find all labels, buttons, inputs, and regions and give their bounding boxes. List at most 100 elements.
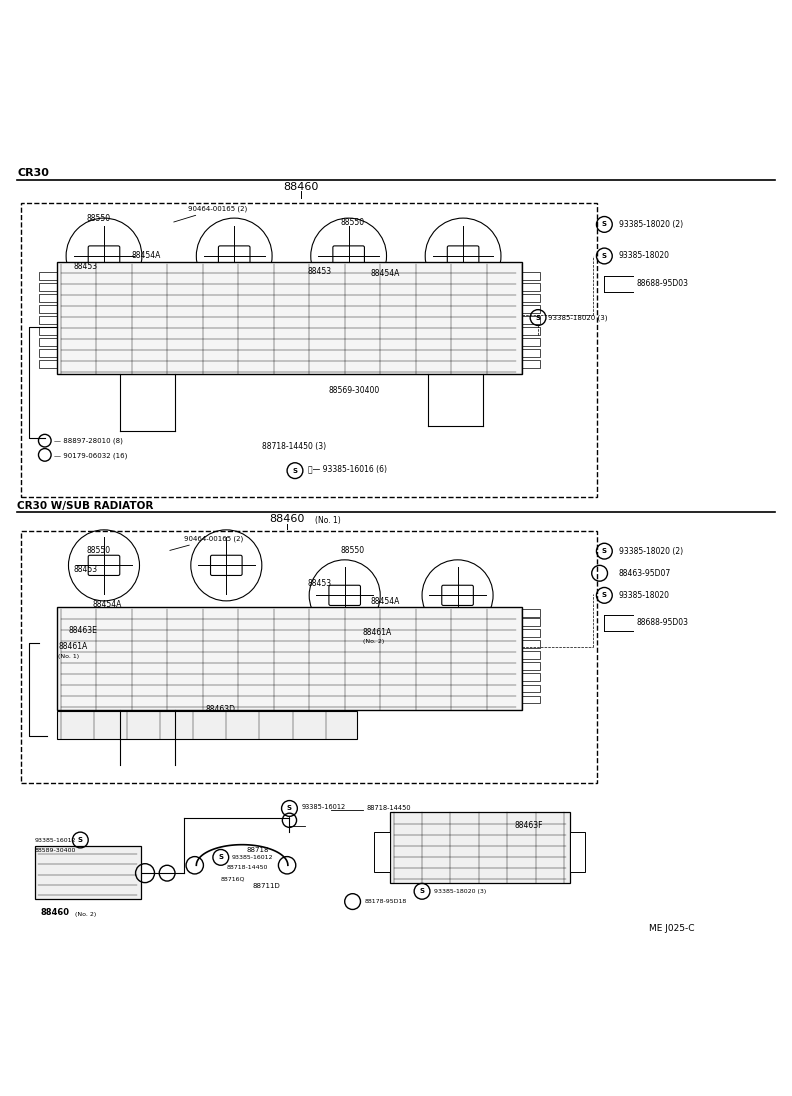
Text: 88550: 88550 (341, 546, 365, 555)
Bar (522, 305, 539, 312)
Text: (No. 2): (No. 2) (74, 912, 96, 916)
Bar (40, 350, 57, 357)
FancyBboxPatch shape (211, 556, 242, 575)
Bar (57, 262, 522, 375)
Text: 88454A: 88454A (92, 601, 121, 609)
Bar (522, 361, 539, 368)
FancyBboxPatch shape (329, 585, 360, 605)
Bar (522, 696, 539, 704)
Text: 93385-16012: 93385-16012 (301, 803, 345, 810)
Text: 93385-18020: 93385-18020 (619, 591, 669, 600)
FancyBboxPatch shape (442, 585, 474, 605)
Bar (40, 361, 57, 368)
Text: 88718-14450: 88718-14450 (366, 806, 410, 811)
Text: (No. 1): (No. 1) (59, 653, 79, 659)
Text: 88463F: 88463F (514, 821, 543, 831)
Text: 88550: 88550 (86, 214, 111, 222)
Bar (522, 629, 539, 637)
Bar (522, 662, 539, 671)
FancyBboxPatch shape (88, 556, 120, 575)
Bar (21, 203, 597, 496)
Text: 88178-95D18: 88178-95D18 (364, 899, 406, 904)
Circle shape (229, 250, 240, 262)
Text: 88461A: 88461A (59, 642, 87, 651)
Circle shape (452, 590, 463, 601)
Text: 88454A: 88454A (371, 269, 400, 278)
Text: S: S (292, 468, 298, 473)
Circle shape (340, 590, 350, 601)
Bar (522, 673, 539, 682)
Text: 88716Q: 88716Q (221, 877, 246, 882)
Bar (522, 608, 539, 617)
Text: 88454A: 88454A (131, 251, 161, 261)
Text: 93385-18020 (3): 93385-18020 (3) (547, 315, 607, 321)
Text: 88454A: 88454A (371, 597, 400, 606)
Bar (522, 618, 539, 626)
Text: 93385-16012: 93385-16012 (232, 855, 273, 860)
Bar (522, 283, 539, 290)
Text: S: S (602, 592, 607, 598)
Text: 88463-95D07: 88463-95D07 (619, 569, 671, 578)
Text: S: S (420, 889, 425, 894)
Bar (40, 305, 57, 312)
Text: CR30 W/SUB RADIATOR: CR30 W/SUB RADIATOR (17, 501, 154, 511)
Text: 93385-18020 (2): 93385-18020 (2) (619, 220, 683, 229)
Text: 93385-18020: 93385-18020 (619, 251, 669, 261)
Bar (522, 327, 539, 335)
Bar (35, 845, 141, 899)
Text: S: S (535, 315, 541, 320)
Bar (374, 832, 390, 871)
Text: 88460: 88460 (284, 182, 319, 192)
Circle shape (221, 560, 231, 571)
FancyBboxPatch shape (219, 246, 250, 266)
Text: — 88897-28010 (8): — 88897-28010 (8) (55, 437, 123, 444)
Text: S: S (78, 837, 83, 843)
Text: 88569-30400: 88569-30400 (329, 386, 380, 395)
Text: 88550: 88550 (341, 218, 365, 227)
Text: — 90179-06032 (16): — 90179-06032 (16) (55, 453, 128, 459)
Text: (No. 2): (No. 2) (363, 639, 384, 644)
Bar (522, 294, 539, 301)
Text: 88453: 88453 (74, 262, 98, 271)
Bar (390, 812, 569, 883)
FancyBboxPatch shape (88, 246, 120, 266)
Text: 88688-95D03: 88688-95D03 (637, 618, 689, 628)
Bar (522, 685, 539, 693)
Bar (569, 832, 585, 871)
Text: ME J025-C: ME J025-C (649, 924, 694, 933)
Text: S: S (602, 548, 607, 555)
Text: 88453: 88453 (307, 267, 332, 276)
Text: 93385-16012: 93385-16012 (35, 837, 76, 843)
Bar (40, 283, 57, 290)
Text: S: S (219, 855, 223, 860)
Text: 88688-95D03: 88688-95D03 (637, 279, 689, 288)
Bar (21, 530, 597, 784)
Text: 88711D: 88711D (253, 882, 280, 889)
Text: 90464-00165 (2): 90464-00165 (2) (169, 535, 244, 550)
Bar (40, 327, 57, 335)
Text: 88453: 88453 (307, 579, 332, 589)
Circle shape (98, 250, 109, 262)
Text: 88589-30400: 88589-30400 (35, 848, 76, 853)
Bar (522, 316, 539, 323)
Bar (522, 640, 539, 648)
Bar (57, 710, 356, 739)
Text: 88550: 88550 (86, 546, 111, 555)
Text: S: S (602, 221, 607, 227)
Bar (522, 350, 539, 357)
FancyBboxPatch shape (447, 246, 479, 266)
Text: 88453: 88453 (74, 564, 98, 574)
Bar (40, 272, 57, 279)
Text: 88718: 88718 (246, 847, 268, 854)
Text: 88461A: 88461A (363, 628, 392, 637)
Circle shape (458, 250, 469, 262)
Text: 93385-18020 (3): 93385-18020 (3) (434, 889, 486, 894)
Circle shape (343, 250, 354, 262)
Text: 88718-14450 (3): 88718-14450 (3) (262, 443, 326, 452)
Bar (522, 338, 539, 346)
Bar (522, 651, 539, 660)
Text: S: S (602, 253, 607, 259)
Text: 88463E: 88463E (68, 627, 97, 636)
FancyBboxPatch shape (333, 246, 364, 266)
Text: 93385-18020 (2): 93385-18020 (2) (619, 547, 683, 556)
